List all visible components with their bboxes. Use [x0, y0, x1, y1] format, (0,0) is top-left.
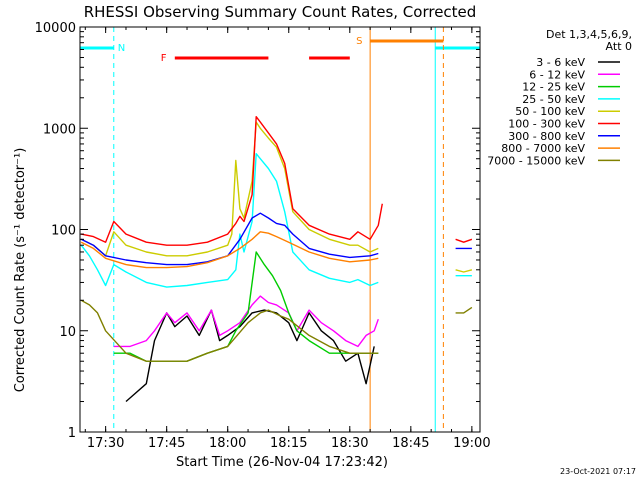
series-line-5 [81, 116, 473, 246]
plot-frame [79, 26, 481, 433]
x-tick-label: 18:15 [270, 436, 307, 451]
y-axis-label: Corrected Count Rate (s⁻¹ detector⁻¹) [13, 148, 28, 393]
x-tick-label: 17:30 [87, 436, 124, 451]
legend-label: 300 - 800 keV [508, 130, 585, 143]
series-line-3 [80, 153, 472, 288]
legend-label: 6 - 12 keV [529, 68, 585, 81]
legend-label: 7000 - 15000 keV [487, 154, 585, 167]
series-line-6 [80, 212, 472, 266]
legend-label: 12 - 25 keV [522, 81, 585, 94]
legend-label: 800 - 7000 keV [501, 142, 585, 155]
y-tick-label: 100 [51, 224, 76, 239]
annotation-bars: N F S [79, 27, 481, 432]
legend-label: 100 - 300 keV [508, 118, 585, 131]
series-line-7 [80, 231, 379, 269]
chart-title: RHESSI Observing Summary Count Rates, Co… [84, 3, 477, 21]
x-tick-label: 17:45 [148, 436, 185, 451]
legend-title-line1: Det 1,3,4,5,6,9, [546, 28, 632, 41]
series-line-1 [113, 295, 379, 348]
timestamp-footer: 23-Oct-2021 07:17 [560, 467, 636, 476]
series-line-4 [80, 121, 473, 273]
legend-label: 50 - 100 keV [515, 105, 585, 118]
legend-label: 25 - 50 keV [522, 93, 585, 106]
legend-label: 3 - 6 keV [536, 56, 585, 69]
x-tick-label: 18:00 [209, 436, 246, 451]
x-axis-label: Start Time (26-Nov-04 17:23:42) [176, 455, 388, 470]
axis-ticks: 17:30 17:45 18:00 18:15 18:30 18:45 19:00 1 10 10… [35, 21, 491, 451]
series-line-8 [80, 299, 473, 362]
y-tick-label: 1000 [43, 122, 76, 137]
x-tick-label: 19:00 [453, 436, 490, 451]
x-tick-label: 18:30 [331, 436, 368, 451]
legend-title-line2: Att 0 [606, 40, 632, 53]
y-tick-label: 10000 [35, 21, 76, 36]
flare-label: F [161, 53, 167, 64]
x-tick-label: 18:45 [392, 436, 429, 451]
series-group [80, 116, 473, 403]
night-label: N [118, 43, 125, 54]
y-tick-label: 1 [68, 426, 76, 441]
series-line-0 [125, 309, 375, 403]
saa-label: S [356, 36, 362, 47]
y-tick-label: 10 [59, 325, 76, 340]
